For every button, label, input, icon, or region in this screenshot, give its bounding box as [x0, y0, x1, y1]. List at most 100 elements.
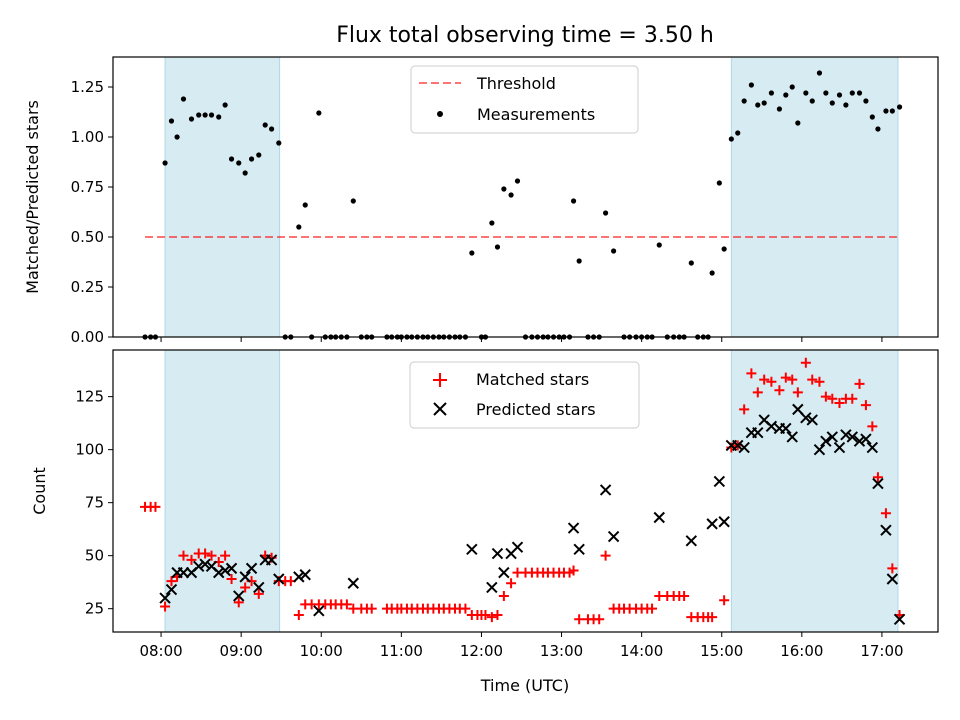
x-tick-label: 16:00: [780, 642, 823, 660]
predicted-point: [800, 412, 812, 424]
matched-point: [872, 472, 883, 483]
matched-point: [293, 610, 304, 621]
matched-point: [774, 385, 785, 396]
measurement-point: [196, 112, 202, 118]
bot-y-tick-label: 100: [75, 441, 104, 459]
matched-point: [480, 610, 491, 621]
measurement-point: [889, 108, 895, 114]
x-axis-label: Time (UTC): [480, 676, 569, 695]
measurement-point: [849, 90, 855, 96]
matched-point: [752, 387, 763, 398]
measurement-point: [302, 202, 308, 208]
predicted-point: [219, 564, 231, 577]
matched-point: [366, 603, 377, 614]
predicted-point: [498, 566, 510, 579]
matched-point: [854, 378, 865, 389]
matched-point: [200, 548, 211, 559]
predicted-point: [273, 573, 285, 585]
measurement-point: [761, 100, 767, 106]
top-y-tick-label: 0.75: [71, 178, 104, 196]
predicted-point: [165, 583, 178, 596]
matched-point: [792, 387, 803, 398]
measurement-point: [576, 258, 582, 264]
ratio-legend-box: [410, 65, 639, 134]
measurement-point: [350, 198, 356, 204]
predicted-point: [511, 541, 524, 553]
measurement-point: [514, 178, 521, 184]
matched-point: [746, 368, 757, 379]
top-y-tick-label: 0.25: [71, 278, 104, 296]
ratio-panel-frame: [112, 56, 939, 338]
matched-point: [178, 550, 189, 561]
measurement-point: [242, 170, 248, 176]
predicted-legend-swatch: [433, 402, 447, 416]
matched-point: [160, 601, 171, 612]
predicted-point: [853, 435, 866, 447]
measurement-point: [570, 198, 577, 204]
measurements-legend-swatch: [437, 111, 443, 117]
predicted-point: [653, 511, 665, 524]
measurement-point: [501, 186, 507, 192]
predicted-point: [293, 571, 305, 583]
matched-point: [341, 599, 352, 610]
measurement-point: [256, 152, 262, 158]
matched-point: [594, 614, 605, 625]
measurement-point: [168, 118, 175, 124]
predicted-point: [466, 543, 478, 556]
predicted-point: [253, 581, 265, 594]
predicted-point: [840, 429, 852, 441]
x-tick-label: 15:00: [700, 642, 743, 660]
predicted-point: [765, 420, 778, 433]
measurement-point: [469, 250, 475, 256]
matched-point: [800, 357, 811, 368]
top-y-tick-label: 0.50: [71, 228, 104, 246]
measurement-point: [188, 116, 195, 122]
counts-legend-box: [409, 361, 640, 429]
predicted-point: [706, 518, 718, 530]
matched-point: [679, 590, 690, 601]
matched-point: [860, 400, 871, 411]
bot-y-tick-label: 75: [85, 494, 104, 512]
predicted-point: [806, 414, 818, 426]
top-y-tick-label: 1.00: [71, 128, 104, 146]
predicted-point: [893, 613, 906, 625]
predicted-point: [752, 426, 764, 439]
matched-point: [460, 603, 471, 614]
matched-point: [220, 550, 231, 561]
predicted-point: [718, 516, 730, 528]
measurement-point: [823, 90, 829, 96]
x-tick-label: 13:00: [540, 642, 583, 660]
matched-point: [574, 614, 585, 625]
predicted-point: [607, 530, 620, 543]
measurement-point: [829, 100, 835, 106]
measurement-point: [776, 106, 783, 112]
predicted-point: [713, 475, 726, 488]
measurement-point: [741, 98, 747, 104]
matched-point: [820, 391, 831, 402]
counts-y-axis-label: Count: [30, 467, 49, 515]
predicted-point: [233, 590, 245, 602]
measurement-point: [875, 126, 881, 132]
threshold-legend-label: Threshold: [476, 74, 556, 93]
measurement-point: [803, 90, 809, 96]
measurement-point: [208, 112, 215, 118]
measurement-point: [222, 102, 228, 108]
measurement-point: [276, 140, 282, 146]
measurement-point: [656, 242, 662, 248]
measurement-point: [611, 248, 617, 254]
matched-point: [568, 565, 579, 576]
measurement-point: [863, 98, 869, 104]
measurement-point: [721, 246, 727, 252]
bot-y-tick-label: 50: [85, 547, 104, 565]
x-tick-label: 14:00: [620, 642, 663, 660]
measurement-point: [816, 70, 823, 76]
matched-point: [233, 597, 244, 608]
bot-y-tick-label: 25: [85, 600, 104, 618]
matched-point: [847, 393, 858, 404]
measurement-point: [836, 92, 843, 98]
matched-point: [780, 372, 791, 383]
x-tick-label: 10:00: [300, 642, 343, 660]
counts-panel: 25 50 75 100 125 08:00 09:00 10:00 11:00 12:00 13…: [30, 349, 939, 695]
matched-point: [486, 612, 497, 623]
